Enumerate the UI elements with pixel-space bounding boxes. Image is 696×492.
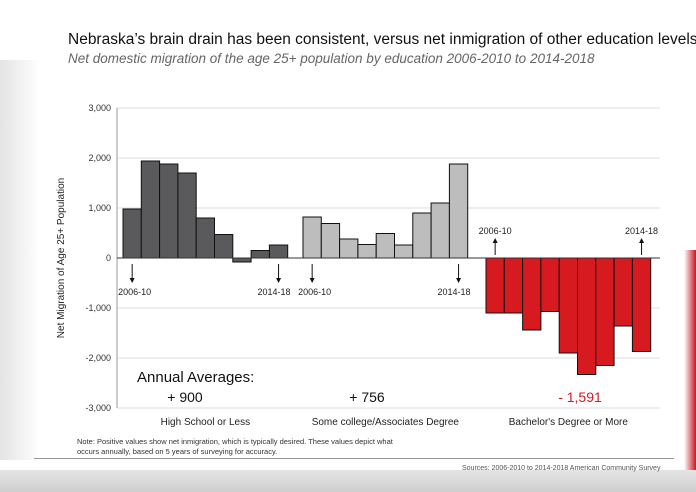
background-red-strip [684, 250, 696, 470]
bar [485, 257, 505, 314]
category-label: High School or Less [161, 417, 251, 428]
annual-average: + 756 [349, 389, 385, 405]
category-label: Some college/Associates Degree [312, 417, 460, 428]
bar [412, 212, 432, 259]
bar [522, 257, 542, 331]
source-text: Sources: 2006-2010 to 2014-2018 American… [462, 465, 661, 472]
bar [375, 233, 396, 259]
bar [195, 217, 215, 259]
footnote: Note: Positive values show net inmigrati… [77, 437, 393, 456]
start-period-label: 2006-10 [118, 287, 151, 297]
bar [177, 172, 197, 259]
bar [503, 257, 524, 314]
bar [577, 257, 597, 375]
start-period-arrowhead [492, 238, 498, 243]
bar [159, 163, 179, 259]
divider [34, 458, 674, 459]
annual-average: - 1,591 [558, 389, 602, 405]
bar [268, 244, 289, 259]
start-period-label: 2006-10 [298, 287, 331, 297]
annual-average: + 900 [167, 389, 203, 405]
start-period-arrowhead [309, 278, 315, 283]
bar [631, 257, 652, 352]
bar [558, 257, 579, 354]
end-period-label: 2014-18 [258, 287, 291, 297]
bar [430, 202, 450, 259]
bar [613, 257, 633, 327]
y-tick-label: 3,000 [88, 103, 111, 113]
y-tick-label: -3,000 [85, 403, 111, 413]
end-period-arrowhead [456, 278, 462, 283]
bar [320, 223, 341, 259]
bar [232, 257, 252, 263]
bar [595, 257, 615, 366]
chart-title: Nebraska’s brain drain has been consiste… [68, 31, 696, 48]
annual-averages-label: Annual Averages: [137, 369, 254, 386]
background-bottom [0, 470, 696, 492]
bar [140, 160, 161, 259]
bar [540, 257, 560, 312]
start-period-label: 2006-10 [479, 226, 512, 236]
y-tick-label: 0 [106, 253, 111, 263]
end-period-arrowhead [639, 238, 645, 243]
bar [302, 216, 322, 259]
y-axis-label: Net Migration of Age 25+ Population [56, 178, 67, 338]
bar [357, 244, 377, 259]
y-tick-label: 1,000 [88, 203, 111, 213]
bar [448, 163, 469, 259]
y-tick-label: -2,000 [85, 353, 111, 363]
bar [339, 238, 359, 259]
bar [250, 250, 270, 259]
end-period-label: 2014-18 [625, 226, 658, 236]
bar [214, 234, 234, 259]
chart-subtitle: Net domestic migration of the age 25+ po… [68, 51, 595, 66]
category-label: Bachelor's Degree or More [509, 417, 629, 428]
bar [394, 244, 414, 259]
background-blur [0, 60, 40, 460]
y-tick-label: -1,000 [85, 303, 111, 313]
start-period-arrowhead [129, 278, 135, 283]
bar [122, 208, 142, 259]
y-tick-label: 2,000 [88, 153, 111, 163]
end-period-arrowhead [276, 278, 282, 283]
end-period-label: 2014-18 [438, 287, 471, 297]
